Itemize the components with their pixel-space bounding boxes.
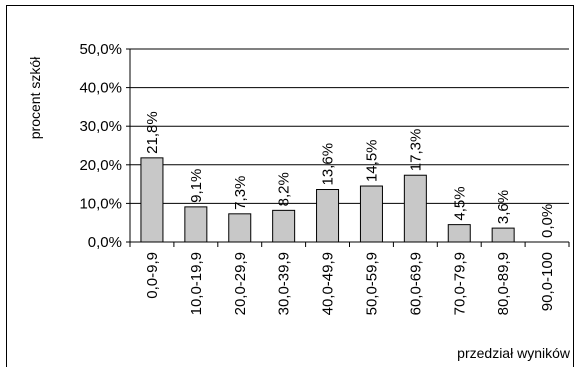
bar xyxy=(403,174,427,243)
data-label: 13,6% xyxy=(320,143,337,186)
x-tick-label: 80,0-89,9 xyxy=(495,252,512,315)
data-label: 0,0% xyxy=(539,204,556,238)
x-tick-label: 70,0-79,9 xyxy=(451,252,468,315)
data-label: 3,6% xyxy=(495,190,512,224)
data-label: 21,8% xyxy=(144,111,161,154)
y-tick-label: 0,0% xyxy=(88,234,122,251)
x-tick-label: 20,0-29,9 xyxy=(232,252,249,315)
bar xyxy=(491,227,515,243)
gridlines xyxy=(130,48,569,204)
axes xyxy=(126,48,570,247)
bar xyxy=(228,213,252,243)
x-axis-title: przedział wyników xyxy=(457,345,571,361)
x-tick-label: 90,0-100 xyxy=(539,252,556,311)
data-label: 17,3% xyxy=(407,129,424,172)
y-tick-label: 30,0% xyxy=(79,118,122,135)
bar xyxy=(272,209,296,243)
x-tick-label: 50,0-59,9 xyxy=(363,252,380,315)
y-tick-labels: 0,0% 10,0% 20,0% 30,0% 40,0% 50,0% xyxy=(79,41,122,251)
bar xyxy=(184,206,208,243)
y-tick-label: 20,0% xyxy=(79,157,122,174)
x-tick-label: 0,0-9,9 xyxy=(144,252,161,299)
bar xyxy=(140,157,164,243)
bar xyxy=(316,189,340,243)
data-label: 14,5% xyxy=(363,139,380,182)
data-label: 7,3% xyxy=(232,176,249,210)
y-axis-title: procent szkół xyxy=(27,56,43,139)
x-tick-label: 40,0-49,9 xyxy=(320,252,337,315)
x-tick-labels: 0,0-9,9 10,0-19,9 20,0-29,9 30,0-39,9 40,0-4… xyxy=(144,252,556,315)
data-label: 4,5% xyxy=(451,186,468,220)
y-tick-label: 40,0% xyxy=(79,80,122,97)
x-tick-label: 10,0-19,9 xyxy=(188,252,205,315)
y-tick-label: 10,0% xyxy=(79,195,122,212)
x-tick-label: 30,0-39,9 xyxy=(276,252,293,315)
chart-frame: 0,0% 10,0% 20,0% 30,0% 40,0% 50,0% 0,0-9,9 10,… xyxy=(6,5,574,367)
data-label: 9,1% xyxy=(188,169,205,203)
data-label: 8,2% xyxy=(276,172,293,206)
bar xyxy=(447,224,471,243)
x-tick-label: 60,0-69,9 xyxy=(407,252,424,315)
data-labels: 21,8% 9,1% 7,3% 8,2% 13,6% 14,5% 17,3% 4,5% 3,6%… xyxy=(144,111,556,238)
y-tick-label: 50,0% xyxy=(79,41,122,58)
bar-chart: 0,0% 10,0% 20,0% 30,0% 40,0% 50,0% 0,0-9,9 10,… xyxy=(27,41,571,361)
bar xyxy=(359,185,383,243)
